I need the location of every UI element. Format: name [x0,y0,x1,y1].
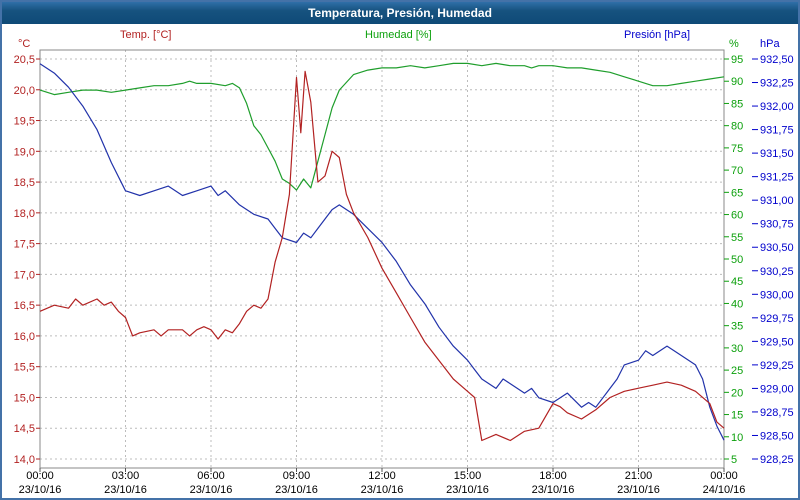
humidity-axis-tick-label: 20 [731,387,743,399]
title-bar: Temperatura, Presión, Humedad [2,2,798,24]
temp-axis-tick-label: 19,0 [14,146,35,158]
x-axis-date-label: 23/10/16 [104,484,147,496]
temp-axis-tick-label: 19,5 [14,116,35,128]
x-axis-date-label: 23/10/16 [532,484,575,496]
x-axis-date-label: 24/10/16 [703,484,746,496]
x-axis-time-label: 18:00 [539,470,567,482]
temp-axis-tick-label: 15,0 [14,392,35,404]
pressure-axis-tick-label: 931,50 [760,148,794,160]
humidity-axis-tick-label: 80 [731,121,743,133]
x-axis-time-label: 00:00 [26,470,54,482]
pressure-axis-tick-label: 930,75 [760,219,794,231]
temp-axis-tick-label: 14,0 [14,454,35,466]
temp-axis-tick-label: 18,0 [14,208,35,220]
humidity-axis-tick-label: 50 [731,254,743,266]
humidity-axis-tick-label: 85 [731,98,743,110]
pressure-axis-tick-label: 928,25 [760,454,794,466]
y-axis-unit-percent: % [729,38,739,50]
pressure-axis-tick-label: 932,25 [760,78,794,90]
temp-axis-tick-label: 14,5 [14,423,35,435]
pressure-line [39,63,725,441]
humidity-axis-tick-label: 90 [731,76,743,88]
humidity-axis-tick-label: 40 [731,298,743,310]
pressure-axis-tick-label: 932,50 [760,54,794,66]
humidity-axis-tick-label: 25 [731,365,743,377]
temp-axis-tick-label: 16,5 [14,300,35,312]
temp-axis-tick-label: 15,5 [14,362,35,374]
humidity-axis-tick-label: 10 [731,432,743,444]
humidity-axis-tick-label: 55 [731,232,743,244]
legend-temp-label: Temp. [°C] [120,29,172,41]
x-axis-time-label: 03:00 [112,470,140,482]
humidity-line [39,62,725,191]
humidity-axis-tick-label: 35 [731,321,743,333]
x-axis-time-label: 09:00 [283,470,311,482]
humidity-axis-tick-label: 60 [731,210,743,222]
x-axis-date-label: 23/10/16 [446,484,489,496]
pressure-axis-tick-label: 928,50 [760,430,794,442]
pressure-axis-tick-label: 929,25 [760,360,794,372]
pressure-axis-tick-label: 929,50 [760,336,794,348]
temp-axis-tick-label: 20,0 [14,85,35,97]
x-axis-time-label: 06:00 [197,470,225,482]
pressure-axis-tick-label: 930,25 [760,266,794,278]
x-axis-date-label: 23/10/16 [275,484,318,496]
temp-axis-tick-label: 20,5 [14,54,35,66]
humidity-axis-tick-label: 5 [731,454,737,466]
x-axis-date-label: 23/10/16 [190,484,233,496]
legend-pressure-label: Presión [hPa] [624,29,691,41]
x-axis-time-label: 12:00 [368,470,396,482]
humidity-axis-tick-label: 15 [731,410,743,422]
x-axis-date-label: 23/10/16 [19,484,62,496]
temp-axis-tick-label: 17,0 [14,269,35,281]
x-axis-time-label: 21:00 [625,470,653,482]
pressure-axis-tick-label: 930,50 [760,242,794,254]
pressure-axis-tick-label: 932,00 [760,101,794,113]
temp-line [39,70,725,442]
pressure-axis-tick-label: 931,75 [760,125,794,137]
x-axis-time-label: 15:00 [454,470,482,482]
pressure-axis-tick-label: 930,00 [760,289,794,301]
legend-humidity-label: Humedad [%] [365,29,432,41]
temp-axis-tick-label: 18,5 [14,177,35,189]
humidity-axis-tick-label: 75 [731,143,743,155]
y-axis-unit-hpa: hPa [760,38,780,50]
humidity-axis-tick-label: 65 [731,187,743,199]
humidity-axis-tick-label: 45 [731,276,743,288]
pressure-axis-tick-label: 929,75 [760,313,794,325]
humidity-axis-tick-label: 70 [731,165,743,177]
y-axis-unit-celsius: °C [18,38,31,50]
humidity-axis-tick-label: 30 [731,343,743,355]
humidity-axis-tick-label: 95 [731,54,743,66]
temp-axis-tick-label: 16,0 [14,331,35,343]
pressure-axis-tick-label: 931,00 [760,195,794,207]
temp-axis-tick-label: 17,5 [14,239,35,251]
x-axis-date-label: 23/10/16 [617,484,660,496]
x-axis-time-label: 00:00 [710,470,738,482]
pressure-axis-tick-label: 929,00 [760,383,794,395]
x-axis-date-label: 23/10/16 [361,484,404,496]
pressure-axis-tick-label: 931,25 [760,172,794,184]
pressure-axis-tick-label: 928,75 [760,407,794,419]
